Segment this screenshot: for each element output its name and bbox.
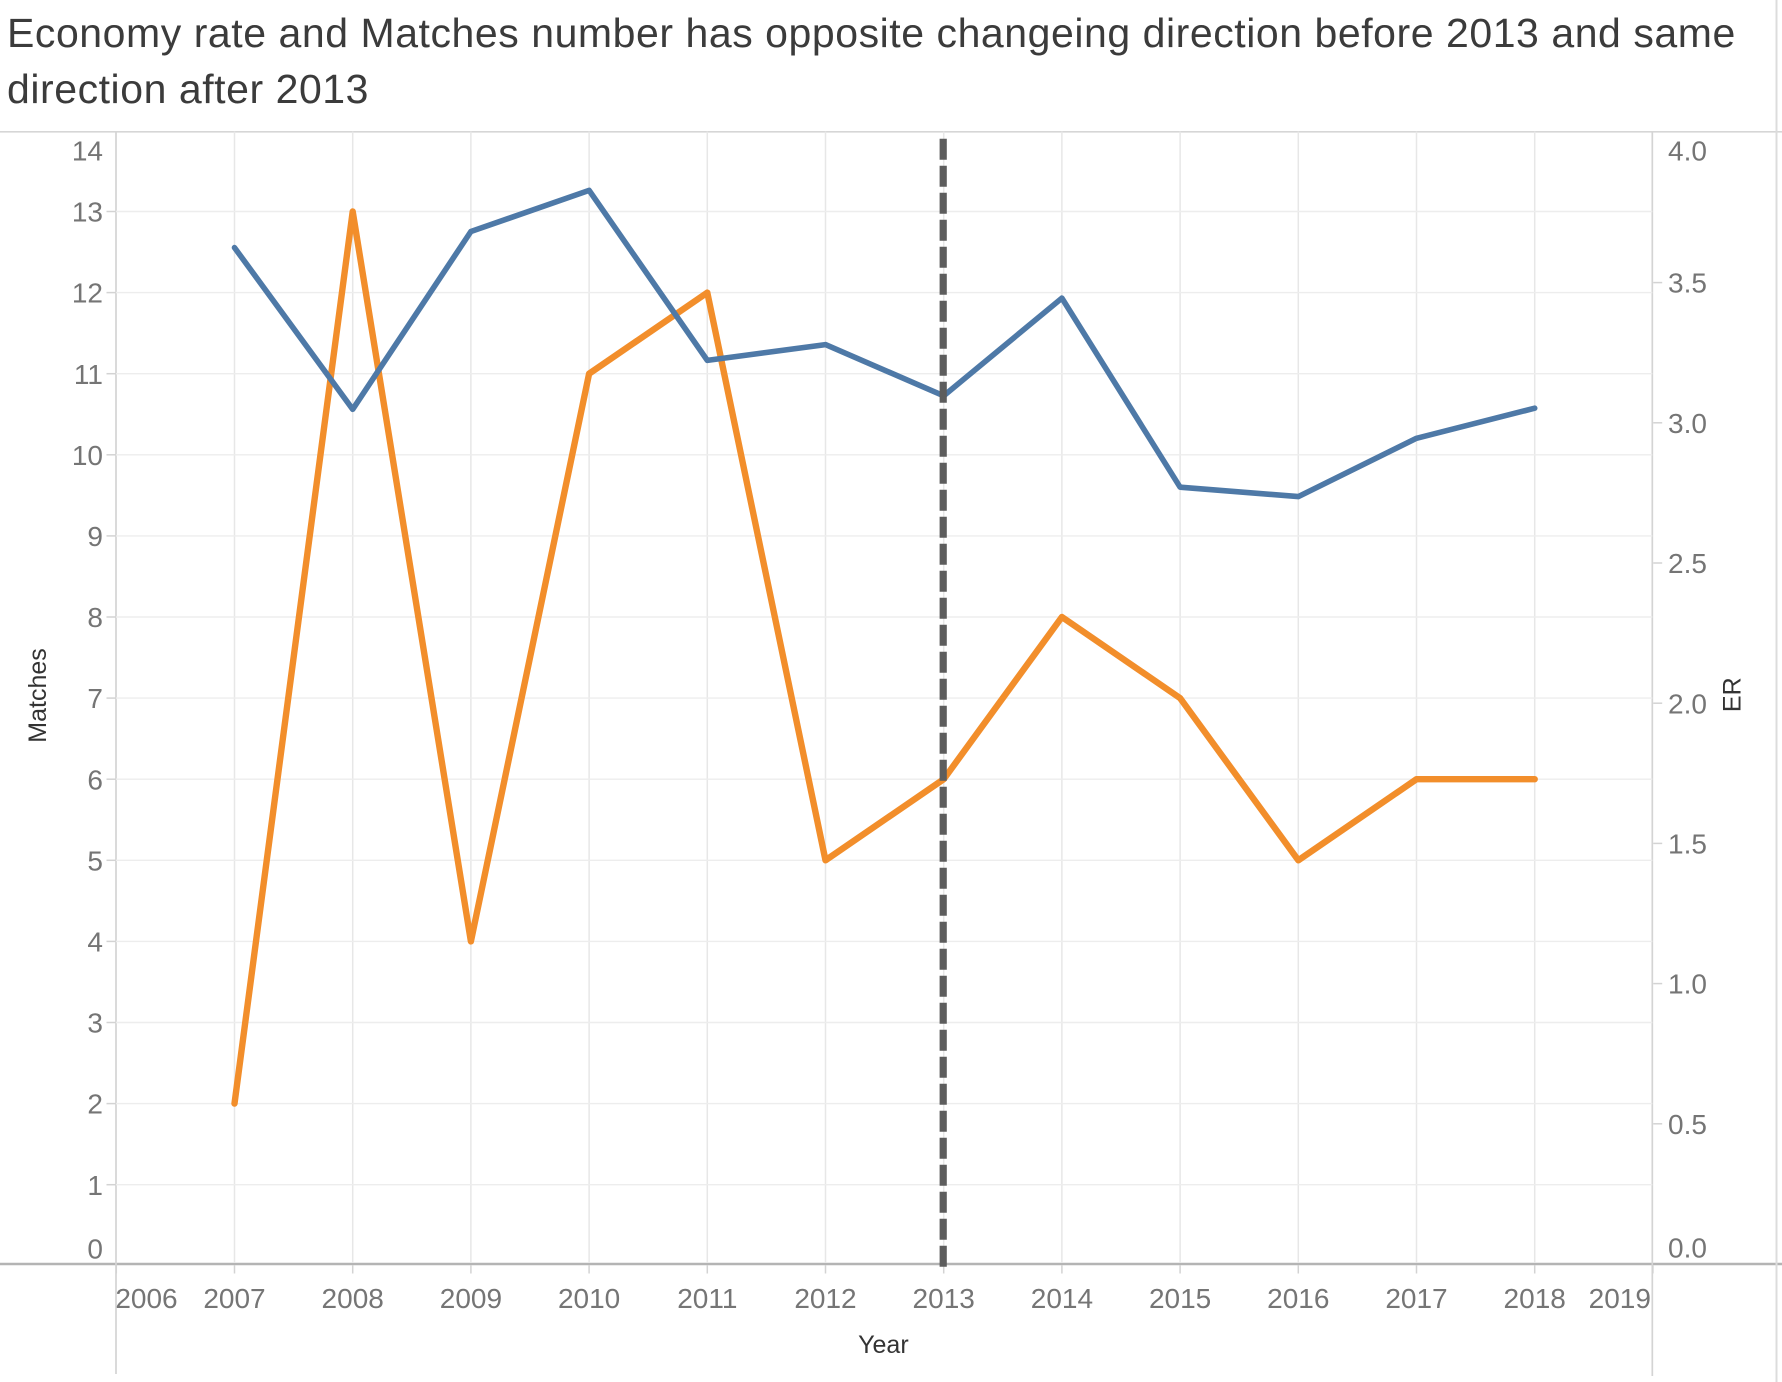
- svg-text:2.5: 2.5: [1668, 548, 1707, 579]
- svg-text:3.5: 3.5: [1668, 268, 1707, 299]
- svg-text:0.0: 0.0: [1668, 1232, 1707, 1263]
- svg-text:2018: 2018: [1504, 1283, 1566, 1314]
- svg-text:12: 12: [72, 278, 103, 309]
- svg-text:ER: ER: [1718, 677, 1746, 712]
- svg-text:2012: 2012: [794, 1283, 856, 1314]
- svg-text:3.0: 3.0: [1668, 408, 1707, 439]
- svg-text:5: 5: [87, 845, 103, 876]
- svg-text:7: 7: [87, 683, 103, 714]
- svg-text:0.5: 0.5: [1668, 1109, 1707, 1140]
- svg-text:13: 13: [72, 197, 103, 228]
- svg-text:2019: 2019: [1589, 1283, 1651, 1314]
- svg-text:2014: 2014: [1031, 1283, 1093, 1314]
- svg-text:11: 11: [74, 359, 103, 390]
- svg-text:Matches: Matches: [24, 648, 52, 742]
- svg-text:2: 2: [87, 1089, 103, 1120]
- svg-text:10: 10: [72, 440, 103, 471]
- svg-text:1.5: 1.5: [1668, 828, 1707, 859]
- svg-text:1: 1: [87, 1170, 103, 1201]
- svg-text:9: 9: [87, 521, 103, 552]
- svg-text:2006: 2006: [115, 1283, 177, 1314]
- svg-text:2010: 2010: [558, 1283, 620, 1314]
- svg-text:2016: 2016: [1267, 1283, 1329, 1314]
- svg-text:8: 8: [87, 602, 103, 633]
- svg-text:2.0: 2.0: [1668, 688, 1707, 719]
- svg-text:2008: 2008: [322, 1283, 384, 1314]
- svg-text:Year: Year: [858, 1331, 909, 1359]
- svg-text:14: 14: [72, 136, 103, 167]
- svg-text:1.0: 1.0: [1668, 969, 1707, 1000]
- svg-text:2013: 2013: [913, 1283, 975, 1314]
- svg-text:2017: 2017: [1385, 1283, 1447, 1314]
- svg-text:4: 4: [87, 926, 103, 957]
- svg-text:4.0: 4.0: [1668, 136, 1707, 167]
- svg-text:2009: 2009: [440, 1283, 502, 1314]
- svg-text:2015: 2015: [1149, 1283, 1211, 1314]
- svg-text:2007: 2007: [203, 1283, 265, 1314]
- svg-text:6: 6: [87, 764, 103, 795]
- svg-text:0: 0: [87, 1233, 103, 1264]
- svg-text:3: 3: [87, 1008, 103, 1039]
- svg-text:2011: 2011: [677, 1283, 737, 1314]
